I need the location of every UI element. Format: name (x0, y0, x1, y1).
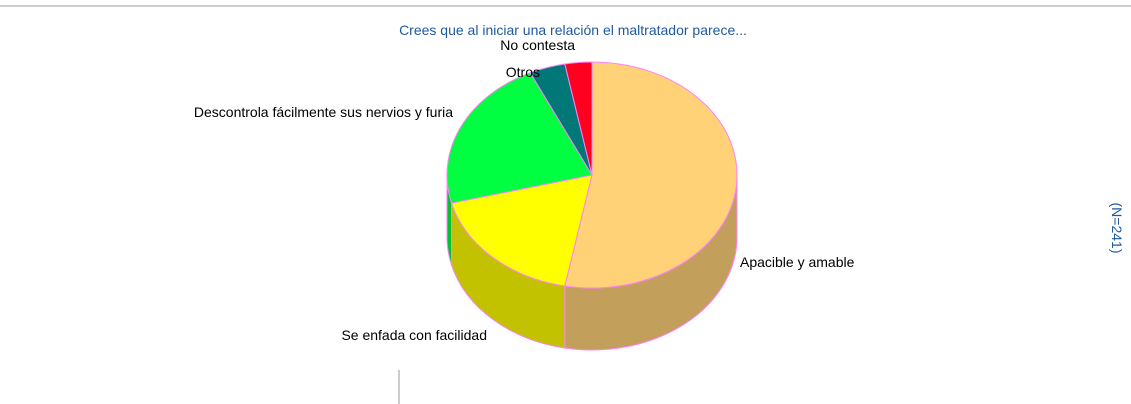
slice-label: Otros (506, 64, 540, 80)
pie-slice (446, 72, 593, 204)
chart-title: Crees que al iniciar una relación el mal… (399, 22, 747, 38)
pie-slice (564, 61, 593, 176)
pie (446, 61, 738, 351)
slice-label: Apacible y amable (740, 254, 855, 270)
pie-slice (564, 61, 738, 289)
slice-label: No contesta (500, 37, 575, 53)
sample-size: (N=241) (1109, 203, 1125, 254)
pie-slice (450, 174, 593, 287)
slice-label: Se enfada con facilidad (341, 327, 487, 343)
slice-label: Descontrola fácilmente sus nervios y fur… (194, 104, 453, 120)
